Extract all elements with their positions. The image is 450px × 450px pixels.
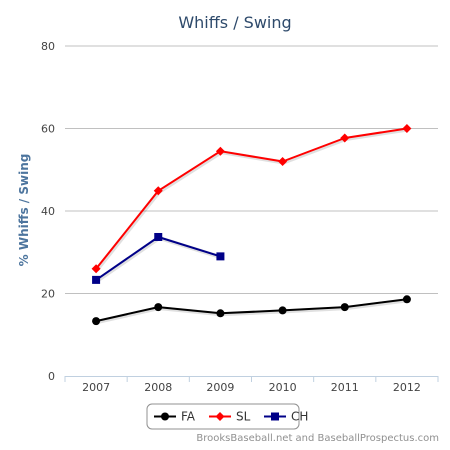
y-tick-label: 60	[41, 123, 55, 136]
legend-item-ch[interactable]: CH	[264, 410, 308, 424]
legend[interactable]: FA SL CH	[146, 403, 308, 430]
legend-label: FA	[181, 410, 196, 424]
data-point[interactable]	[216, 252, 225, 261]
series-line[interactable]	[95, 127, 408, 270]
series-layer	[91, 124, 412, 326]
data-point[interactable]	[92, 317, 101, 326]
legend-marker[interactable]	[161, 412, 169, 421]
data-point[interactable]	[340, 133, 350, 143]
data-point[interactable]	[402, 124, 412, 133]
data-point[interactable]	[216, 309, 225, 318]
data-point[interactable]	[278, 157, 288, 166]
data-point[interactable]	[402, 295, 411, 304]
data-point[interactable]	[92, 275, 101, 284]
x-tick-label: 2012	[393, 381, 421, 394]
data-point[interactable]	[278, 306, 287, 315]
data-point[interactable]	[91, 264, 101, 274]
chart-title: Whiffs / Swing	[178, 13, 291, 32]
data-point[interactable]	[215, 146, 225, 156]
legend-marker[interactable]	[271, 412, 279, 421]
series-line[interactable]	[95, 298, 408, 323]
legend-item-sl[interactable]: SL	[209, 410, 251, 424]
credit-text[interactable]: BrooksBaseball.net and BaseballProspectu…	[196, 433, 439, 444]
y-tick-label: 0	[48, 370, 55, 383]
series-sl	[91, 124, 412, 274]
y-tick-label: 20	[41, 288, 55, 301]
data-point[interactable]	[154, 232, 163, 241]
series-fa	[92, 295, 411, 326]
y-tick-labels: 0 20 40 60 80	[41, 40, 55, 383]
x-tick-label: 2010	[269, 381, 297, 394]
grid-lines	[65, 45, 438, 294]
data-point[interactable]	[153, 186, 163, 196]
y-tick-label: 40	[41, 205, 55, 218]
x-tick-label: 2009	[206, 381, 234, 394]
legend-label: SL	[236, 410, 251, 424]
legend-marker[interactable]	[215, 412, 225, 421]
legend-label: CH	[291, 410, 308, 424]
series-line[interactable]	[95, 236, 221, 281]
x-tick-label: 2008	[144, 381, 172, 394]
y-axis-label: % Whiffs / Swing	[17, 154, 31, 267]
legend-item-fa[interactable]: FA	[154, 410, 196, 424]
data-point[interactable]	[154, 303, 163, 312]
x-tick-label: 2007	[82, 381, 110, 394]
series-shadow	[96, 298, 409, 325]
y-tick-label: 80	[41, 40, 55, 53]
data-point[interactable]	[340, 303, 349, 312]
x-axis: 2007 2008 2009 2010 2011 2012	[64, 376, 439, 394]
series-ch	[92, 232, 225, 284]
x-tick-label: 2011	[331, 381, 359, 394]
